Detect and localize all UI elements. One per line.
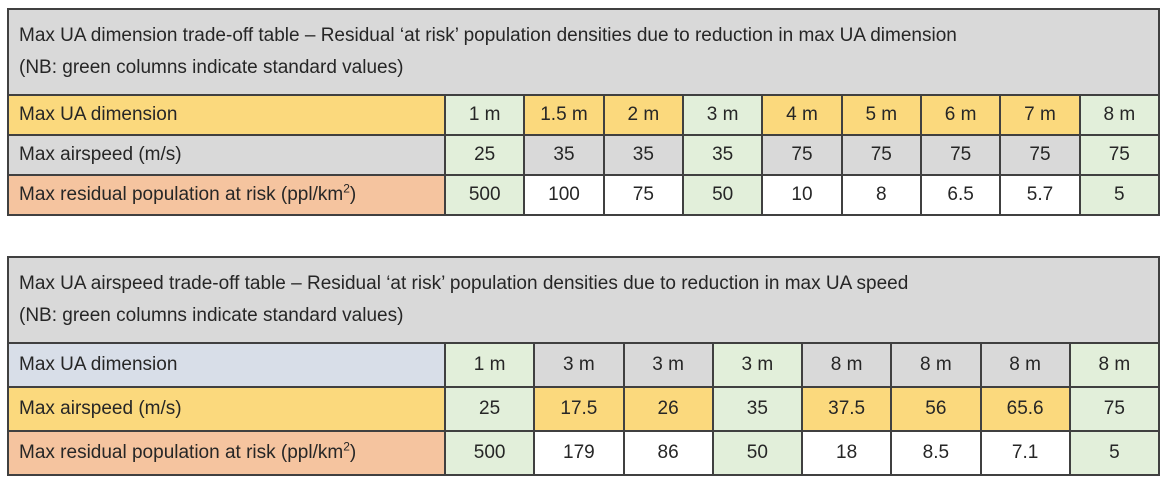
population-value-cell: 7.1 <box>979 430 1071 476</box>
table-row-population: Max residual population at risk (ppl/km2… <box>7 174 1161 216</box>
table-title: Max UA airspeed trade-off table – Residu… <box>19 273 909 294</box>
airspeed-value-cell: 25 <box>443 386 536 432</box>
population-value-cell: 5.7 <box>999 174 1081 216</box>
table-row-airspeed: Max airspeed (m/s) 25 35 35 35 75 75 75 … <box>7 134 1161 176</box>
table-row-population: Max residual population at risk (ppl/km2… <box>7 430 1161 476</box>
dimension-value-cell: 1 m <box>443 342 536 388</box>
dimension-value-cell: 8 m <box>1068 342 1161 388</box>
table-header-row: Max UA dimension trade-off table – Resid… <box>7 8 1160 96</box>
table-note: (NB: green columns indicate standard val… <box>19 57 404 78</box>
dimension-value-cell: 6 m <box>919 94 1002 136</box>
row-label-dimension: Max UA dimension <box>7 94 446 136</box>
dimension-value-cell: 1 m <box>443 94 526 136</box>
population-value-cell: 8.5 <box>890 430 982 476</box>
population-value-cell: 6.5 <box>919 174 1002 216</box>
dimension-value-cell: 8 m <box>800 342 893 388</box>
airspeed-value-cell: 56 <box>890 386 982 432</box>
population-value-cell: 8 <box>840 174 922 216</box>
airspeed-value-cell: 75 <box>1078 134 1161 176</box>
airspeed-value-cell: 75 <box>1068 386 1161 432</box>
row-label-population-text: Max residual population at risk (ppl/km <box>19 184 344 205</box>
table-header: Max UA airspeed trade-off table – Residu… <box>7 256 1160 344</box>
airspeed-value-cell: 75 <box>840 134 922 176</box>
dimension-value-cell: 8 m <box>1078 94 1161 136</box>
max-ua-dimension-tradeoff-table: Max UA dimension trade-off table – Resid… <box>7 8 1161 216</box>
population-value-cell: 500 <box>443 430 536 476</box>
row-label-dimension: Max UA dimension <box>7 342 446 388</box>
population-value-cell: 500 <box>443 174 526 216</box>
row-label-airspeed: Max airspeed (m/s) <box>7 386 446 432</box>
row-label-population-suffix: ) <box>349 184 357 205</box>
dimension-value-cell: 2 m <box>602 94 684 136</box>
table-header: Max UA dimension trade-off table – Resid… <box>7 8 1160 96</box>
population-value-cell: 86 <box>622 430 714 476</box>
table-title: Max UA dimension trade-off table – Resid… <box>19 25 957 46</box>
row-label-population-suffix: ) <box>349 442 357 463</box>
airspeed-value-cell: 37.5 <box>800 386 893 432</box>
row-label-airspeed: Max airspeed (m/s) <box>7 134 446 176</box>
row-label-population-text: Max residual population at risk (ppl/km <box>19 442 344 463</box>
dimension-value-cell: 3 m <box>681 94 764 136</box>
airspeed-value-cell: 35 <box>523 134 605 176</box>
population-value-cell: 50 <box>681 174 764 216</box>
table-row-dimension: Max UA dimension 1 m 3 m 3 m 3 m 8 m 8 m… <box>7 342 1161 388</box>
airspeed-value-cell: 25 <box>443 134 526 176</box>
airspeed-value-cell: 75 <box>761 134 843 176</box>
table-header-row: Max UA airspeed trade-off table – Residu… <box>7 256 1160 344</box>
population-value-cell: 75 <box>602 174 684 216</box>
table-row-airspeed: Max airspeed (m/s) 25 17.5 26 35 37.5 56… <box>7 386 1161 432</box>
dimension-value-cell: 1.5 m <box>523 94 605 136</box>
superscript-2: 2 <box>343 439 350 454</box>
airspeed-value-cell: 75 <box>999 134 1081 176</box>
row-label-population: Max residual population at risk (ppl/km2… <box>7 430 446 476</box>
airspeed-value-cell: 17.5 <box>533 386 625 432</box>
airspeed-value-cell: 35 <box>681 134 764 176</box>
table-spacer <box>7 216 1161 256</box>
row-label-population: Max residual population at risk (ppl/km2… <box>7 174 446 216</box>
population-value-cell: 100 <box>523 174 605 216</box>
dimension-value-cell: 7 m <box>999 94 1081 136</box>
dimension-value-cell: 3 m <box>711 342 804 388</box>
population-value-cell: 50 <box>711 430 804 476</box>
dimension-value-cell: 5 m <box>840 94 922 136</box>
population-value-cell: 10 <box>761 174 843 216</box>
superscript-2: 2 <box>343 181 350 196</box>
dimension-value-cell: 8 m <box>890 342 982 388</box>
max-ua-airspeed-tradeoff-table: Max UA airspeed trade-off table – Residu… <box>7 256 1161 476</box>
airspeed-value-cell: 26 <box>622 386 714 432</box>
airspeed-value-cell: 75 <box>919 134 1002 176</box>
table-note: (NB: green columns indicate standard val… <box>19 305 404 326</box>
airspeed-value-cell: 65.6 <box>979 386 1071 432</box>
dimension-value-cell: 4 m <box>761 94 843 136</box>
table-row-dimension: Max UA dimension 1 m 1.5 m 2 m 3 m 4 m 5… <box>7 94 1161 136</box>
dimension-value-cell: 3 m <box>533 342 625 388</box>
dimension-value-cell: 8 m <box>979 342 1071 388</box>
airspeed-value-cell: 35 <box>602 134 684 176</box>
airspeed-value-cell: 35 <box>711 386 804 432</box>
population-value-cell: 5 <box>1068 430 1161 476</box>
population-value-cell: 179 <box>533 430 625 476</box>
dimension-value-cell: 3 m <box>622 342 714 388</box>
population-value-cell: 18 <box>800 430 893 476</box>
population-value-cell: 5 <box>1078 174 1161 216</box>
